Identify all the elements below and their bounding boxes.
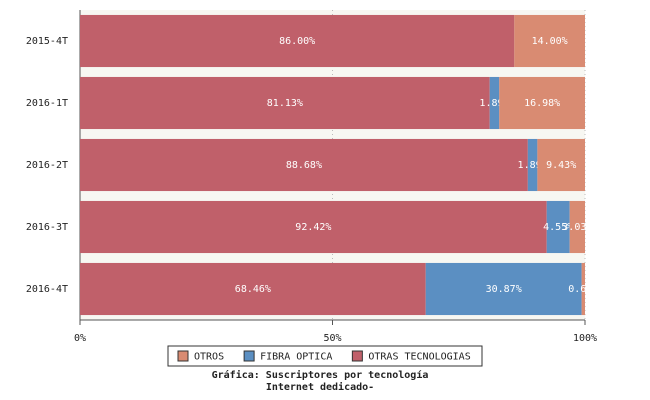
- chart-title: Gráfica: Suscriptores por tecnología: [212, 369, 429, 381]
- legend-swatch: [351, 350, 363, 362]
- value-label: 30.87%: [486, 284, 522, 295]
- chart-subtitle: Internet dedicado-: [266, 381, 374, 393]
- bar-segment: [537, 138, 585, 192]
- legend-label: OTRAS TECNOLOGIAS: [368, 352, 470, 363]
- bar-segment: [80, 200, 547, 254]
- bar-segment: [514, 14, 585, 68]
- value-label: 68.46%: [235, 284, 271, 295]
- y-tick-label: 2016-4T: [26, 284, 68, 295]
- y-tick-label: 2015-4T: [26, 36, 68, 47]
- value-label: 1.89%: [518, 160, 548, 171]
- value-label: 3.03%: [562, 222, 592, 233]
- value-label: 0.67%: [568, 284, 598, 295]
- value-label: 92.42%: [295, 222, 331, 233]
- x-tick-label: 100%: [573, 333, 597, 344]
- y-tick-label: 2016-3T: [26, 222, 68, 233]
- legend-label: OTROS: [194, 352, 224, 363]
- value-label: 86.00%: [279, 36, 315, 47]
- legend-swatch: [243, 350, 255, 362]
- value-label: 81.13%: [267, 98, 303, 109]
- bar-segment: [569, 200, 585, 254]
- bar-segment: [425, 262, 582, 316]
- bar-segment: [80, 262, 426, 316]
- bar-segment: [489, 76, 500, 130]
- value-label: 9.43%: [546, 160, 576, 171]
- bar-segment: [527, 138, 538, 192]
- x-tick-label: 0%: [74, 333, 86, 344]
- value-label: 1.89%: [479, 98, 509, 109]
- y-tick-label: 2016-2T: [26, 160, 68, 171]
- bar-segment: [499, 76, 585, 130]
- bar-segment: [80, 138, 528, 192]
- value-label: 4.55%: [543, 222, 573, 233]
- value-label: 88.68%: [286, 160, 322, 171]
- bar-segment: [80, 76, 490, 130]
- legend-swatch: [177, 350, 189, 362]
- value-label: 14.00%: [532, 36, 568, 47]
- legend-label: FIBRA OPTICA: [260, 352, 332, 363]
- y-tick-label: 2016-1T: [26, 98, 68, 109]
- bar-segment: [80, 14, 515, 68]
- bar-segment: [546, 200, 570, 254]
- bar-segment: [581, 262, 585, 316]
- value-label: 16.98%: [524, 98, 560, 109]
- x-tick-label: 50%: [323, 333, 341, 344]
